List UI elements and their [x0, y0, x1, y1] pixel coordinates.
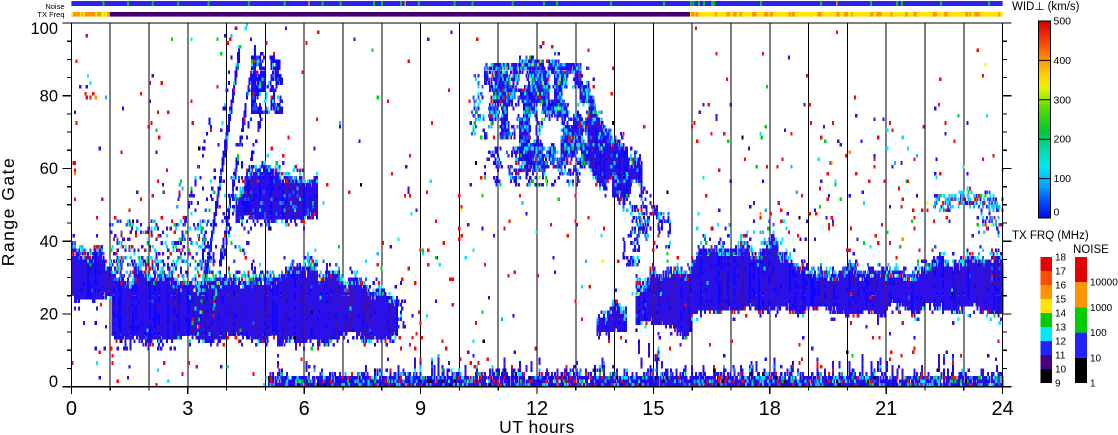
svg-text:11: 11 — [1055, 351, 1066, 362]
svg-text:NOISE: NOISE — [1073, 244, 1109, 256]
svg-text:10: 10 — [1055, 365, 1067, 376]
svg-text:500: 500 — [1054, 16, 1072, 28]
svg-text:80: 80 — [40, 88, 58, 106]
svg-text:12: 12 — [526, 398, 548, 420]
svg-text:20: 20 — [40, 306, 58, 324]
svg-text:9: 9 — [415, 398, 426, 420]
svg-text:100: 100 — [1090, 328, 1107, 339]
svg-text:0: 0 — [1054, 207, 1060, 219]
svg-text:14: 14 — [1055, 309, 1067, 320]
svg-text:9: 9 — [1055, 379, 1061, 390]
svg-text:TX Freq: TX Freq — [37, 10, 64, 19]
svg-text:100: 100 — [1054, 173, 1072, 185]
svg-text:40: 40 — [40, 233, 58, 251]
svg-text:UT hours: UT hours — [499, 417, 575, 435]
svg-text:Range Gate: Range Gate — [0, 157, 18, 266]
svg-text:60: 60 — [40, 160, 58, 178]
svg-text:1: 1 — [1090, 379, 1096, 390]
svg-text:6: 6 — [299, 398, 310, 420]
svg-text:12: 12 — [1055, 337, 1067, 348]
svg-text:TX FRQ (MHz): TX FRQ (MHz) — [1012, 230, 1089, 242]
svg-text:16: 16 — [1055, 281, 1067, 292]
svg-text:10000: 10000 — [1090, 278, 1118, 289]
svg-text:Noise: Noise — [45, 2, 64, 11]
svg-text:400: 400 — [1054, 55, 1072, 67]
svg-text:300: 300 — [1054, 94, 1072, 106]
svg-text:18: 18 — [759, 398, 781, 420]
svg-text:3: 3 — [182, 398, 193, 420]
svg-text:18: 18 — [1055, 253, 1067, 264]
svg-text:0: 0 — [49, 373, 58, 391]
svg-text:100: 100 — [30, 20, 58, 38]
svg-text:21: 21 — [875, 398, 897, 420]
svg-text:15: 15 — [1055, 295, 1067, 306]
svg-text:1000: 1000 — [1090, 303, 1113, 314]
svg-text:15: 15 — [642, 398, 664, 420]
svg-text:0: 0 — [66, 398, 77, 420]
svg-text:WID⊥ (km/s): WID⊥ (km/s) — [1012, 1, 1080, 13]
svg-text:24: 24 — [991, 398, 1013, 420]
svg-text:13: 13 — [1055, 323, 1067, 334]
svg-text:10: 10 — [1090, 353, 1102, 364]
svg-text:200: 200 — [1054, 134, 1072, 146]
svg-text:17: 17 — [1055, 267, 1067, 278]
